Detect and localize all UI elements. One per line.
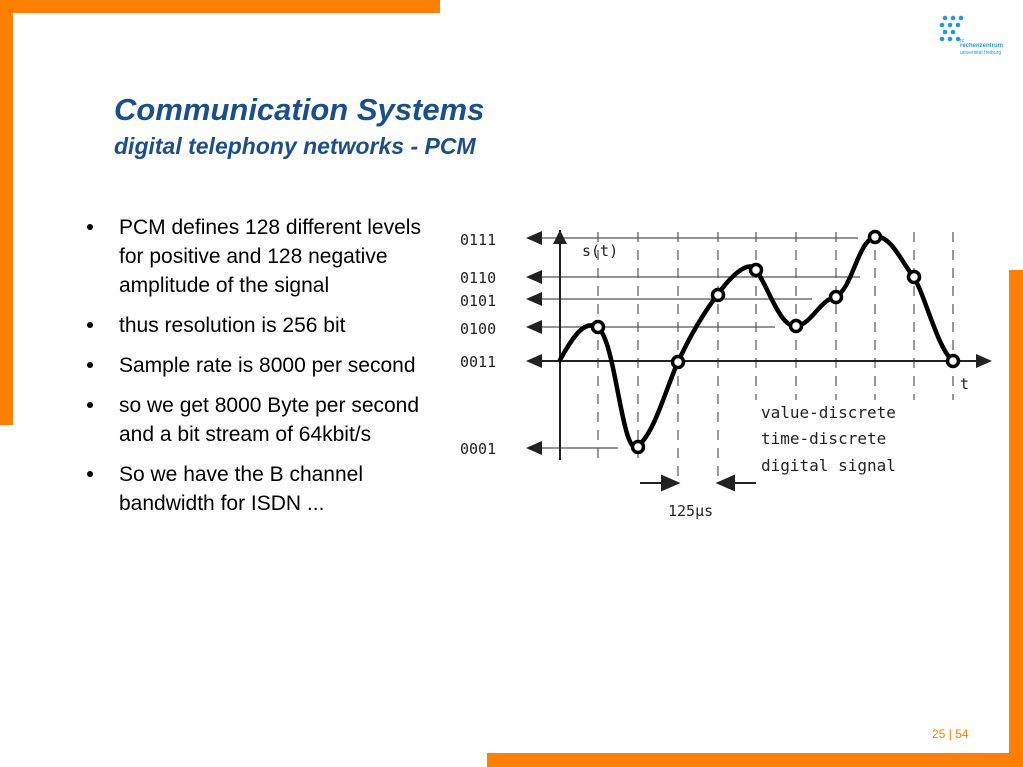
- level-label-0011: 0011: [460, 353, 496, 371]
- accent-bar-bottom: [487, 753, 1023, 767]
- bullet-item: thus resolution is 256 bit: [86, 311, 431, 340]
- page-current: 25: [932, 727, 946, 741]
- logo-mark: rz: [960, 38, 965, 44]
- level-label-0110: 0110: [460, 269, 496, 287]
- logo-line2: universität freiburg: [960, 50, 1002, 56]
- legend-digital-signal: digital signal: [761, 456, 896, 475]
- pcm-diagram: 0111 0110 0101 0100 0011 0001 s(t) t val…: [460, 229, 992, 520]
- bullet-item: so we get 8000 Byte per second and a bit…: [86, 391, 431, 449]
- legend-value-discrete: value-discrete: [761, 403, 896, 422]
- accent-bar-left: [0, 0, 13, 425]
- bullet-text: thus resolution is 256 bit: [119, 314, 346, 337]
- interval-label: 125µs: [668, 502, 713, 520]
- bullet-icon: [87, 224, 93, 230]
- y-axis-label: s(t): [582, 242, 618, 260]
- logo-line1: rechenzentrum: [960, 43, 1004, 49]
- legend-time-discrete: time-discrete: [761, 429, 886, 448]
- bullet-item: PCM defines 128 different levels for pos…: [86, 213, 431, 300]
- level-label-0001: 0001: [460, 440, 496, 458]
- slide-subtitle: digital telephony networks - PCM: [114, 133, 476, 159]
- bullet-item: Sample rate is 8000 per second: [86, 351, 431, 380]
- university-logo: rz rechenzentrum universität freiburg: [938, 14, 1018, 64]
- bullet-item: So we have the B channel bandwidth for I…: [86, 460, 431, 518]
- accent-bar-right: [1009, 270, 1023, 767]
- bullet-list: PCM defines 128 different levels for pos…: [86, 213, 431, 529]
- bullet-text: So we have the B channel bandwidth for I…: [119, 463, 364, 515]
- bullet-text: Sample rate is 8000 per second: [119, 354, 416, 377]
- sample-points: [590, 229, 961, 455]
- bullet-icon: [87, 471, 93, 477]
- page-number: 25 | 54: [932, 727, 969, 741]
- x-axis-arrow-icon: [976, 354, 992, 368]
- level-label-0101: 0101: [460, 292, 496, 310]
- bullet-icon: [87, 322, 93, 328]
- slide-title: Communication Systems: [114, 92, 485, 127]
- level-arrowheads: [526, 231, 542, 455]
- logo-dots-icon: [939, 15, 964, 42]
- bullet-text: PCM defines 128 different levels for pos…: [119, 216, 421, 297]
- page-total: 54: [955, 727, 969, 741]
- x-axis-label: t: [960, 375, 969, 393]
- level-lines: [538, 237, 860, 449]
- bullet-text: so we get 8000 Byte per second and a bit…: [119, 394, 420, 446]
- level-label-0111: 0111: [460, 231, 496, 249]
- bullet-icon: [87, 362, 93, 368]
- level-label-0100: 0100: [460, 320, 496, 338]
- bullet-icon: [87, 402, 93, 408]
- accent-bar-top: [0, 0, 440, 13]
- page-separator: |: [948, 727, 952, 741]
- sample-gridlines: [597, 232, 954, 478]
- interval-markers: [640, 474, 756, 492]
- y-axis-arrow-icon: [553, 230, 567, 244]
